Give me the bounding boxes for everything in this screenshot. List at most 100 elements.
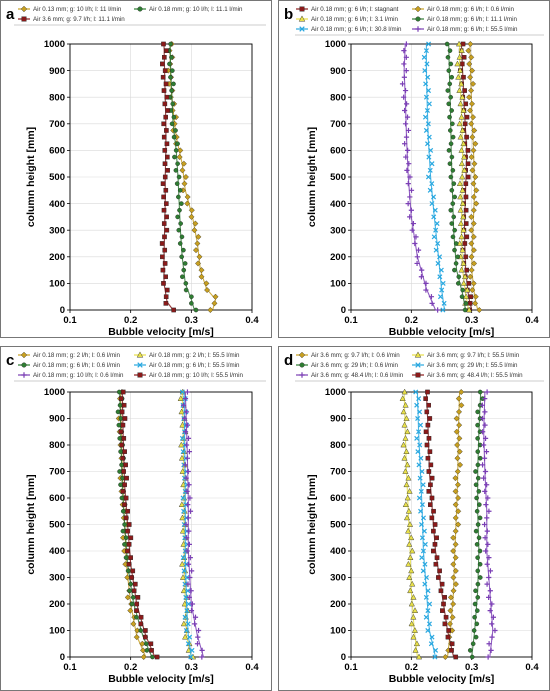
data-point: [173, 128, 178, 133]
data-point: [417, 409, 423, 415]
data-point: [175, 161, 180, 166]
data-point: [184, 455, 190, 461]
data-point: [451, 214, 457, 220]
data-point: [123, 515, 129, 521]
data-series-6: [423, 389, 459, 660]
data-point: [179, 468, 186, 474]
data-point: [458, 113, 465, 120]
data-point: [182, 614, 188, 620]
data-point: [402, 107, 408, 114]
data-point: [181, 508, 187, 514]
data-point: [403, 481, 410, 488]
data-point: [460, 287, 465, 293]
data-point: [123, 535, 129, 541]
legend-label: Air 0.18 mm; g: 6 l/h; l: 0.6 l/min: [33, 362, 121, 369]
legend-marker-diamond: [298, 351, 306, 359]
data-point: [447, 48, 453, 53]
data-point: [402, 401, 409, 408]
data-point: [410, 220, 417, 227]
data-point: [466, 94, 473, 101]
data-point: [199, 654, 205, 660]
y-tick-label: 100: [330, 279, 346, 290]
data-point: [439, 581, 445, 587]
data-point: [178, 501, 185, 507]
x-tick-label: 0.1: [344, 662, 358, 673]
data-point: [463, 181, 469, 186]
data-point: [461, 55, 467, 60]
data-point: [401, 421, 408, 428]
data-point: [446, 68, 452, 73]
series-line: [181, 391, 192, 658]
data-point: [160, 267, 166, 273]
data-point: [406, 574, 413, 580]
data-point: [432, 207, 438, 213]
data-point: [426, 469, 432, 474]
y-tick-label: 900: [49, 414, 65, 425]
data-point: [162, 101, 168, 107]
data-point: [118, 396, 124, 401]
data-point: [450, 168, 456, 173]
data-point: [448, 207, 454, 213]
data-point: [417, 442, 423, 448]
legend-item: Air 3.6 mm; g: 29 l/h; l: 55.5 l/min: [412, 362, 518, 369]
x-tick-label: 0.4: [525, 315, 539, 326]
y-tick-label: 300: [49, 573, 65, 584]
y-tick-label: 700: [49, 119, 65, 130]
x-tick-label: 0.1: [63, 315, 77, 326]
x-axis-title: Bubble velocity [m/s]: [108, 673, 214, 685]
data-point: [161, 221, 167, 226]
data-point: [472, 614, 477, 620]
data-point: [473, 528, 479, 534]
data-point: [456, 422, 463, 429]
data-point: [481, 475, 487, 481]
data-point: [418, 508, 424, 514]
legend: Air 0.13 mm; g: 10 l/h; l: 11 l/min Air 0…: [18, 5, 243, 23]
data-point: [184, 608, 190, 614]
data-point: [467, 74, 474, 81]
data-point: [472, 140, 479, 147]
data-point: [473, 187, 480, 194]
legend-label: Air 0.18 mm; g: 6 l/h; l: stagnant: [311, 6, 399, 13]
data-point: [410, 594, 417, 600]
y-tick-label: 0: [60, 305, 65, 316]
data-point: [454, 468, 461, 475]
data-point: [116, 422, 122, 428]
data-point: [123, 462, 128, 468]
data-point: [473, 634, 479, 640]
data-point: [444, 41, 450, 47]
data-point: [424, 107, 430, 114]
data-point: [179, 167, 186, 174]
data-point: [425, 389, 430, 395]
data-point: [454, 455, 461, 462]
data-point: [475, 475, 481, 481]
data-series-5: [421, 41, 447, 313]
data-point: [419, 502, 425, 508]
data-point: [161, 121, 166, 127]
data-point: [448, 128, 453, 133]
data-point: [130, 595, 136, 600]
data-point: [456, 87, 463, 93]
y-tick-label: 400: [49, 546, 65, 557]
data-point: [189, 601, 196, 607]
data-point: [192, 220, 199, 227]
y-tick-label: 100: [330, 626, 346, 637]
data-point: [460, 61, 465, 67]
data-point: [192, 614, 199, 620]
data-point: [460, 260, 467, 266]
data-point: [403, 415, 410, 421]
data-point: [428, 462, 434, 468]
data-point: [468, 154, 475, 161]
data-point: [479, 415, 486, 422]
data-point: [482, 468, 489, 475]
data-point: [486, 508, 492, 514]
data-point: [130, 620, 137, 627]
data-point: [403, 448, 410, 454]
data-point: [470, 641, 476, 647]
data-point: [473, 469, 478, 474]
data-point: [487, 588, 493, 594]
y-tick-label: 1000: [325, 387, 346, 398]
data-point: [451, 181, 457, 186]
data-point: [120, 508, 126, 514]
data-point: [405, 201, 411, 207]
y-tick-label: 700: [330, 119, 346, 130]
